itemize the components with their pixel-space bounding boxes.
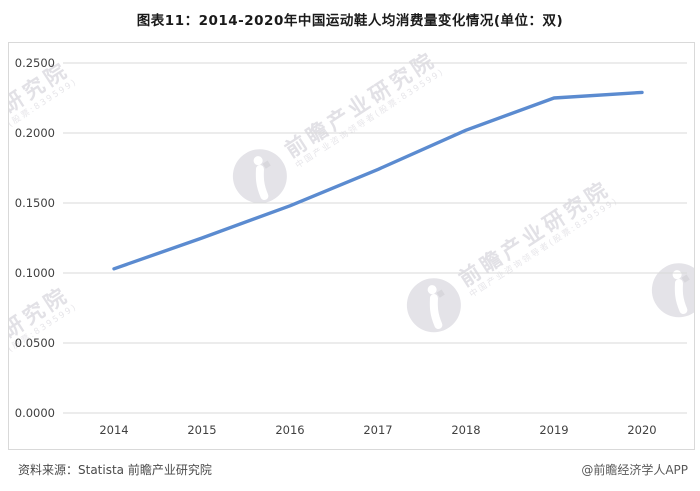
line-chart-svg: 0.0000 0.0500 0.1000 0.1500 0.2000 0.2500 2014… [15, 56, 687, 437]
data-series-line [112, 90, 644, 271]
x-axis-tick-label: 2019 [539, 423, 568, 437]
x-axis-tick-label: 2018 [451, 423, 480, 437]
y-axis-tick-label: 0.1000 [15, 266, 55, 280]
chart-plot-area: 前瞻产业研究院 中国产业咨询领导者(股票:839599) 前瞻产业研究院 中国产… [8, 42, 695, 450]
x-axis-tick-label: 2015 [187, 423, 216, 437]
y-axis-tick-label: 0.0500 [15, 336, 55, 350]
y-axis-tick-label: 0.1500 [15, 196, 55, 210]
data-source-text: 资料来源：Statista 前瞻产业研究院 [18, 463, 212, 477]
x-axis-tick-label: 2020 [627, 423, 656, 437]
x-axis-tick-label: 2016 [275, 423, 304, 437]
y-axis-tick-label: 0.2500 [15, 56, 55, 70]
chart-title: 图表11：2014-2020年中国运动鞋人均消费量变化情况(单位：双) [136, 13, 564, 29]
x-axis-tick-label: 2014 [99, 423, 128, 437]
y-axis-tick-label: 0.0000 [15, 406, 55, 420]
y-axis-tick-label: 0.2000 [15, 126, 55, 140]
x-axis-tick-label: 2017 [363, 423, 392, 437]
credit-text: @前瞻经济学人APP [581, 463, 688, 477]
